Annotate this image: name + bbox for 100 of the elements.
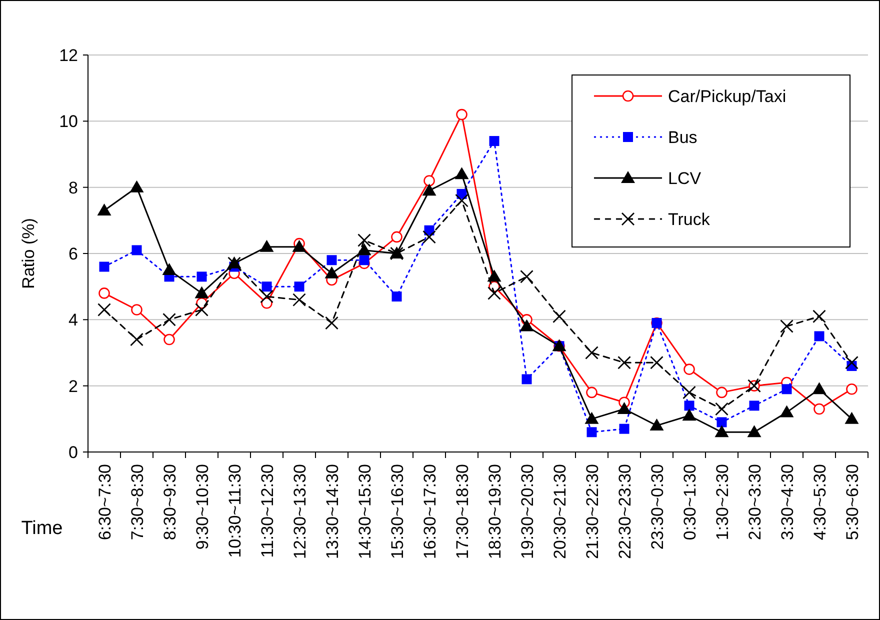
- y-axis-title: Ratio (%): [19, 218, 38, 289]
- point: [650, 418, 664, 431]
- x-tick-label: 20:30~21:30: [550, 464, 570, 560]
- legend-label: LCV: [668, 168, 702, 188]
- point: [585, 346, 598, 360]
- point: [714, 425, 729, 438]
- x-tick-label: 7:30~8:30: [128, 464, 147, 540]
- x-axis-title: Time: [21, 518, 63, 539]
- point: [682, 386, 696, 400]
- x-tick-label: 0:30~1:30: [680, 464, 700, 540]
- point: [424, 175, 435, 186]
- y-tick-label: 0: [68, 442, 78, 462]
- y-tick-label: 2: [68, 376, 78, 396]
- point: [455, 194, 468, 208]
- legend-label: Truck: [668, 210, 710, 229]
- point: [195, 303, 208, 316]
- x-tick-label: 19:30~20:30: [518, 464, 537, 560]
- point: [716, 386, 728, 398]
- point: [488, 286, 501, 300]
- point: [326, 255, 337, 266]
- x-tick-label: 6:30~7:30: [95, 464, 114, 540]
- point: [98, 288, 110, 299]
- point: [164, 334, 175, 346]
- point: [260, 240, 274, 252]
- y-tick-label: 4: [68, 310, 78, 330]
- point: [325, 316, 338, 330]
- point: [99, 262, 110, 272]
- x-tick-label: 2:30~3:30: [745, 464, 764, 540]
- point: [162, 263, 176, 276]
- point: [522, 374, 532, 384]
- point: [422, 184, 436, 196]
- point: [97, 203, 112, 216]
- point: [812, 382, 826, 394]
- x-tick-label: 1:30~2:30: [712, 464, 732, 540]
- x-tick-label: 21:30~22:30: [582, 464, 602, 560]
- point: [392, 292, 402, 302]
- x-tick-label: 18:30~19:30: [485, 464, 504, 560]
- x-tick-label: 9:30~10:30: [192, 464, 212, 550]
- y-tick-label: 10: [59, 112, 78, 132]
- point: [262, 282, 272, 292]
- point: [422, 230, 436, 244]
- point: [716, 417, 727, 428]
- x-tick-label: 3:30~4:30: [778, 464, 797, 540]
- x-tick-label: 17:30~18:30: [452, 464, 472, 560]
- point: [747, 425, 762, 438]
- point: [846, 383, 858, 395]
- y-tick-label: 6: [68, 244, 78, 264]
- point: [520, 319, 534, 332]
- x-tick-label: 8:30~9:30: [160, 464, 180, 540]
- x-tick-label: 5:30~6:30: [842, 464, 862, 540]
- point: [162, 312, 176, 326]
- point: [618, 356, 631, 370]
- point: [814, 331, 824, 342]
- x-tick-label: 22:30~23:30: [615, 464, 634, 560]
- x-tick-label: 23:30~0:30: [648, 464, 667, 550]
- point: [489, 136, 500, 146]
- point: [682, 408, 696, 421]
- point: [358, 234, 371, 247]
- x-tick-label: 11:30~12:30: [258, 464, 277, 558]
- point: [292, 240, 306, 252]
- point: [780, 405, 794, 418]
- y-tick-label: 12: [59, 46, 78, 65]
- point: [196, 272, 207, 282]
- x-tick-label: 10:30~11:30: [225, 464, 244, 558]
- point: [552, 310, 566, 324]
- point: [782, 384, 792, 394]
- point: [812, 310, 826, 324]
- legend-label: Car/Pickup/Taxi: [668, 86, 786, 106]
- point: [584, 412, 599, 424]
- point: [324, 266, 339, 278]
- point: [650, 356, 664, 370]
- point: [131, 304, 142, 316]
- point: [98, 303, 111, 316]
- point: [454, 167, 469, 180]
- point: [487, 270, 502, 282]
- point: [619, 424, 630, 434]
- point: [845, 356, 858, 370]
- point: [586, 386, 598, 398]
- x-tick-label: 15:30~16:30: [388, 464, 407, 560]
- point: [749, 400, 760, 411]
- x-tick-label: 12:30~13:30: [290, 464, 310, 560]
- x-tick-label: 16:30~17:30: [420, 464, 440, 560]
- point: [780, 320, 794, 333]
- point: [132, 245, 142, 256]
- point: [684, 400, 694, 411]
- point: [520, 270, 534, 284]
- legend-label: Bus: [668, 128, 698, 147]
- point: [194, 286, 209, 298]
- point: [260, 290, 274, 304]
- point: [814, 403, 825, 415]
- point: [715, 402, 728, 416]
- x-tick-label: 4:30~5:30: [810, 464, 830, 540]
- x-tick-label: 13:30~14:30: [322, 464, 342, 560]
- point: [391, 231, 402, 243]
- point: [294, 282, 304, 292]
- point: [586, 427, 597, 438]
- point: [617, 402, 632, 414]
- point: [456, 108, 468, 120]
- point: [359, 255, 370, 266]
- point: [844, 412, 859, 424]
